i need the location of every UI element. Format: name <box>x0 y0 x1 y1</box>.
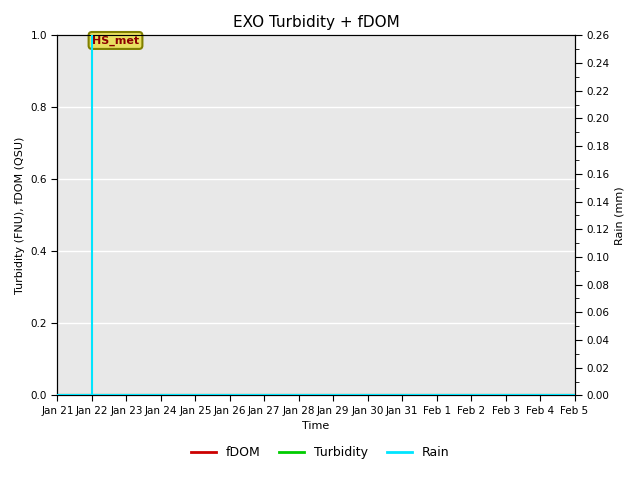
fDOM <box>123 393 131 398</box>
Text: HS_met: HS_met <box>92 36 139 46</box>
Turbidity <box>467 393 475 398</box>
Turbidity <box>54 393 61 398</box>
fDOM <box>467 393 475 398</box>
Turbidity <box>260 393 268 398</box>
Turbidity <box>536 393 544 398</box>
fDOM <box>398 393 406 398</box>
X-axis label: Time: Time <box>302 421 330 432</box>
Turbidity <box>398 393 406 398</box>
fDOM <box>226 393 234 398</box>
Y-axis label: Rain (mm): Rain (mm) <box>615 186 625 245</box>
fDOM <box>54 393 61 398</box>
fDOM <box>364 393 372 398</box>
fDOM <box>191 393 199 398</box>
Turbidity <box>88 393 96 398</box>
Turbidity <box>191 393 199 398</box>
fDOM <box>88 393 96 398</box>
fDOM <box>295 393 303 398</box>
fDOM <box>433 393 440 398</box>
fDOM <box>157 393 164 398</box>
fDOM <box>330 393 337 398</box>
Y-axis label: Turbidity (FNU), fDOM (QSU): Turbidity (FNU), fDOM (QSU) <box>15 137 25 294</box>
Turbidity <box>157 393 164 398</box>
Turbidity <box>295 393 303 398</box>
fDOM <box>502 393 509 398</box>
Turbidity <box>330 393 337 398</box>
Turbidity <box>364 393 372 398</box>
Legend: fDOM, Turbidity, Rain: fDOM, Turbidity, Rain <box>186 441 454 464</box>
fDOM <box>571 393 579 398</box>
Turbidity <box>123 393 131 398</box>
Title: EXO Turbidity + fDOM: EXO Turbidity + fDOM <box>232 15 399 30</box>
Turbidity <box>433 393 440 398</box>
Turbidity <box>571 393 579 398</box>
Turbidity <box>226 393 234 398</box>
Turbidity <box>502 393 509 398</box>
fDOM <box>260 393 268 398</box>
fDOM <box>536 393 544 398</box>
